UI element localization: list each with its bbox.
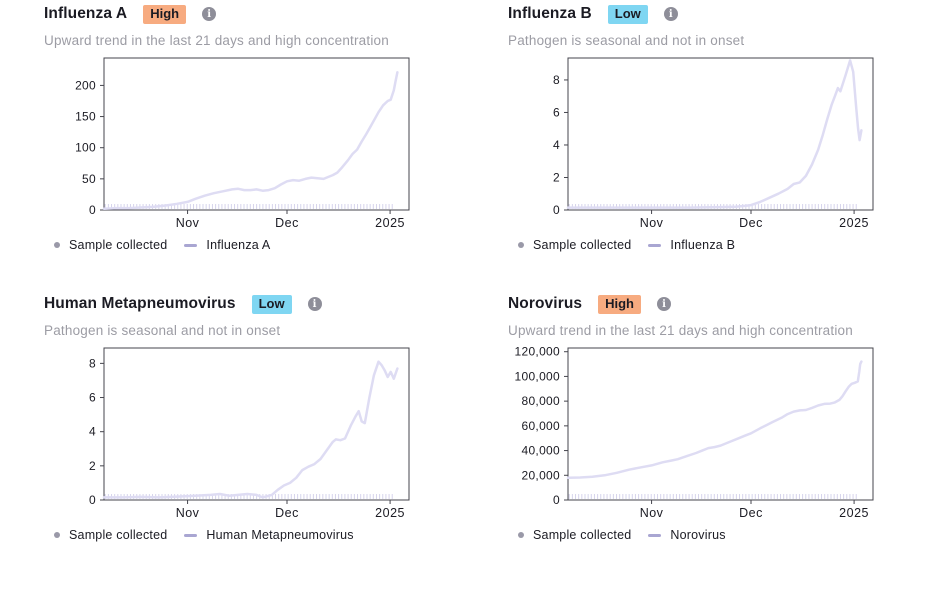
sample-dot-icon (54, 532, 60, 538)
series-line-icon (648, 243, 662, 247)
line-chart: 0 20,000 40,000 60,000 80,000 100,000 120,000 N… (515, 345, 874, 520)
svg-text:20,000: 20,000 (521, 468, 560, 482)
panel-subtitle: Upward trend in the last 21 days and hig… (44, 33, 389, 48)
panel-header: Influenza B Low i (508, 4, 899, 24)
sample-dot-icon (518, 532, 524, 538)
svg-text:Dec: Dec (739, 216, 763, 230)
info-icon[interactable]: i (307, 297, 322, 311)
svg-text:200: 200 (75, 78, 96, 92)
series-line-icon (648, 533, 662, 537)
chart-legend: Sample collected Norovirus (508, 528, 899, 542)
svg-text:6: 6 (89, 391, 96, 405)
sample-dot-icon (54, 242, 60, 248)
svg-text:50: 50 (82, 172, 96, 186)
svg-text:100,000: 100,000 (515, 369, 561, 383)
svg-text:2025: 2025 (839, 216, 869, 230)
svg-text:Dec: Dec (275, 216, 299, 230)
panel-header: Influenza A High i (44, 4, 435, 24)
legend-sample-label: Sample collected (533, 238, 632, 252)
svg-text:2025: 2025 (839, 506, 869, 520)
legend-series-label: Influenza B (670, 238, 736, 252)
svg-text:6: 6 (553, 105, 560, 119)
page-title: Norovirus (508, 295, 583, 312)
svg-text:100: 100 (75, 141, 96, 155)
svg-text:120,000: 120,000 (515, 345, 561, 359)
chart-panel-human-metapneumovirus: Human Metapneumovirus Low i Pathogen is … (44, 294, 435, 542)
status-badge: High (598, 294, 641, 314)
info-icon[interactable]: i (663, 7, 678, 21)
page-title: Influenza B (508, 5, 592, 22)
svg-text:8: 8 (553, 73, 560, 87)
chart-legend: Sample collected Human Metapneumovirus (44, 528, 435, 542)
svg-text:Dec: Dec (275, 506, 299, 520)
sample-dot-icon (518, 242, 524, 248)
line-chart: 0 2 4 6 8 Nov Dec 2025 (553, 57, 874, 230)
chart-panel-influenza-b: Influenza B Low i Pathogen is seasonal a… (508, 4, 899, 252)
panel-subtitle: Upward trend in the last 21 days and hig… (508, 323, 853, 338)
info-icon[interactable]: i (202, 7, 217, 21)
panel-subtitle: Pathogen is seasonal and not in onset (44, 323, 281, 338)
svg-text:Nov: Nov (176, 506, 200, 520)
panel-subtitle: Pathogen is seasonal and not in onset (508, 33, 745, 48)
chart-panel-influenza-a: Influenza A High i Upward trend in the l… (44, 4, 435, 252)
legend-sample-label: Sample collected (69, 528, 168, 542)
svg-text:0: 0 (89, 203, 96, 217)
info-icon[interactable]: i (657, 297, 671, 311)
legend-series-label: Influenza A (206, 238, 271, 252)
status-badge: High (143, 4, 187, 24)
svg-text:80,000: 80,000 (521, 394, 560, 408)
svg-text:150: 150 (75, 110, 96, 124)
legend-series-label: Norovirus (670, 528, 726, 542)
svg-text:Nov: Nov (176, 216, 200, 230)
page-title: Human Metapneumovirus (44, 295, 236, 312)
series-line-icon (184, 533, 198, 537)
svg-text:0: 0 (553, 493, 560, 507)
svg-text:2025: 2025 (375, 216, 405, 230)
line-chart: 0 50 100 150 200 Nov Dec 2025 (75, 57, 410, 230)
panel-header: Human Metapneumovirus Low i (44, 294, 435, 314)
svg-text:2025: 2025 (375, 506, 405, 520)
page-title: Influenza A (44, 5, 128, 22)
svg-text:Dec: Dec (739, 506, 763, 520)
legend-sample-label: Sample collected (69, 238, 168, 252)
svg-text:8: 8 (89, 356, 96, 370)
svg-text:Nov: Nov (640, 216, 664, 230)
svg-text:4: 4 (553, 138, 560, 152)
chart-legend: Sample collected Influenza A (44, 238, 435, 252)
svg-text:40,000: 40,000 (521, 444, 560, 458)
panel-header: Norovirus High i (508, 294, 899, 314)
series-line-icon (184, 243, 198, 247)
chart-panel-norovirus: Norovirus High i Upward trend in the las… (508, 294, 899, 542)
pathogen-dashboard: Influenza A High i Upward trend in the l… (44, 4, 899, 542)
svg-text:2: 2 (553, 170, 560, 184)
status-badge: Low (607, 4, 648, 24)
status-badge: Low (251, 294, 292, 314)
svg-text:Nov: Nov (640, 506, 664, 520)
legend-series-label: Human Metapneumovirus (206, 528, 354, 542)
line-chart: 0 2 4 6 8 Nov Dec 2025 (89, 347, 410, 520)
svg-text:4: 4 (89, 425, 96, 439)
svg-text:0: 0 (89, 493, 96, 507)
legend-sample-label: Sample collected (533, 528, 632, 542)
chart-legend: Sample collected Influenza B (508, 238, 899, 252)
svg-text:60,000: 60,000 (521, 419, 560, 433)
svg-text:2: 2 (89, 459, 96, 473)
svg-text:0: 0 (553, 203, 560, 217)
